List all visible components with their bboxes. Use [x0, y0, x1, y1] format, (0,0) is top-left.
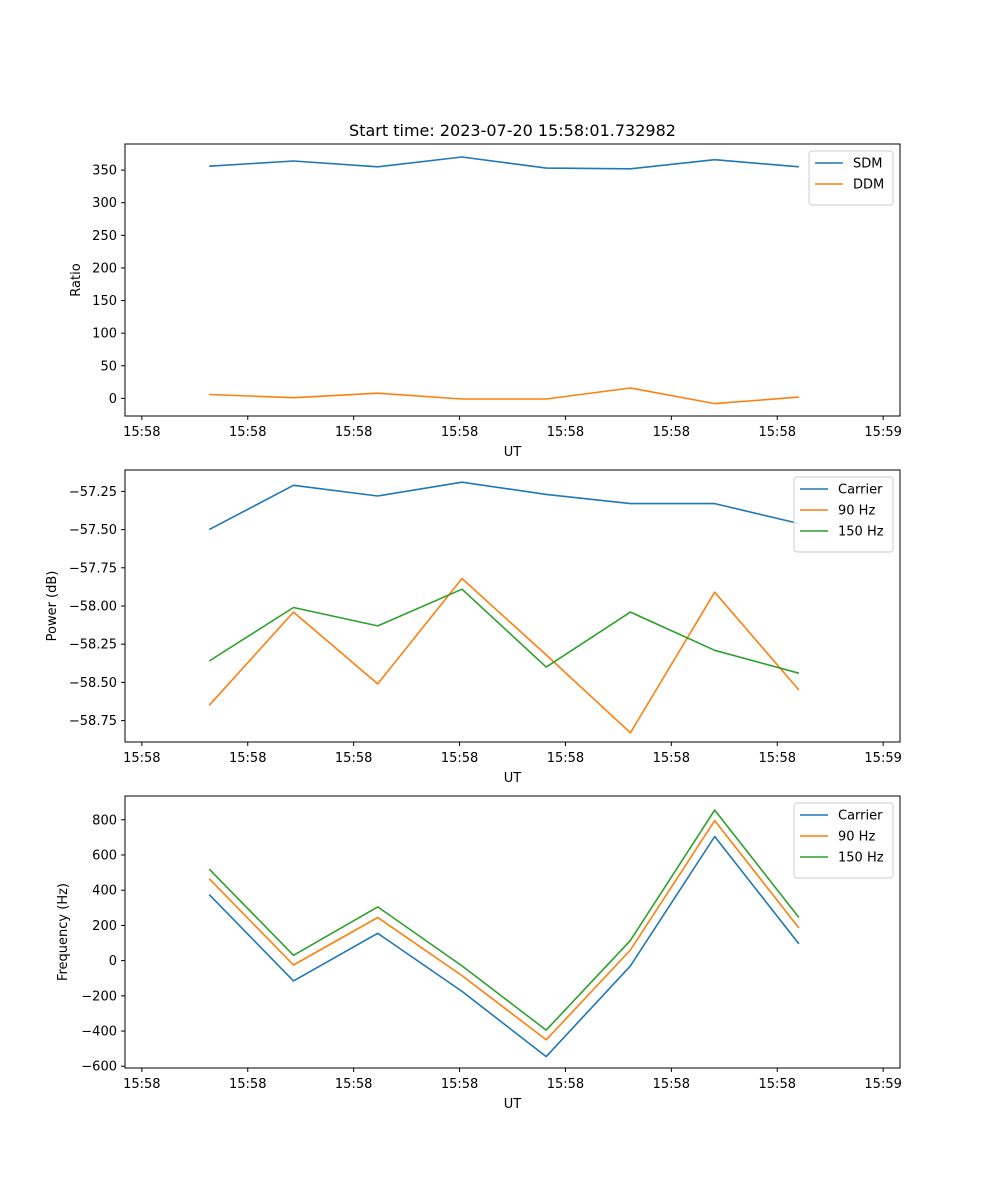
y-tick-label: 200	[92, 919, 117, 934]
legend-box	[793, 476, 894, 553]
legend-box	[808, 150, 894, 206]
x-tick-label: 15:59	[864, 751, 901, 766]
legend-label: 150 Hz	[838, 525, 884, 540]
x-tick-label: 15:59	[864, 1077, 901, 1092]
x-tick-label: 15:58	[653, 425, 690, 440]
panel-2: 15:58 15:58 15:58 15:58 15:58 15:58 15:58 15:59…	[45, 469, 902, 786]
y-tick-label: −58.75	[69, 714, 117, 729]
series-line-150-hz	[208, 588, 800, 674]
y-tick-label: 300	[92, 196, 117, 211]
x-tick-label: 15:58	[123, 751, 160, 766]
legend-label: DDM	[853, 178, 884, 193]
legend-label: 90 Hz	[838, 830, 875, 845]
series-line-ddm	[209, 387, 799, 405]
x-tick-label: 15:58	[335, 1077, 372, 1092]
x-tick-label: 15:58	[441, 751, 478, 766]
y-tick-label: 100	[92, 327, 117, 342]
axes-frame	[124, 143, 901, 417]
y-tick-label: 50	[100, 359, 117, 374]
y-axis-label: Ratio	[69, 263, 84, 296]
series-line-150-hz	[208, 809, 800, 1031]
legend-label: 150 Hz	[838, 851, 884, 866]
x-tick-label: 15:58	[335, 425, 372, 440]
chart-title: Start time: 2023-07-20 15:58:01.732982	[349, 121, 676, 140]
x-tick-label: 15:58	[123, 425, 160, 440]
x-tick-label: 15:58	[229, 751, 266, 766]
x-tick-label: 15:58	[441, 425, 478, 440]
legend: SDM DDM	[808, 150, 894, 206]
y-tick-label: 250	[92, 229, 117, 244]
y-tick-label: 350	[92, 164, 117, 179]
x-axis-label: UT	[504, 1097, 522, 1112]
legend-label: 90 Hz	[838, 504, 875, 519]
y-axis-label: Frequency (Hz)	[56, 883, 71, 981]
y-tick-label: −58.00	[69, 600, 117, 615]
series-line-carrier	[208, 835, 800, 1058]
axes-frame	[124, 469, 901, 743]
y-tick-label: −400	[81, 1025, 117, 1040]
y-tick-label: −200	[81, 989, 117, 1004]
y-tick-label: −57.25	[69, 485, 117, 500]
x-tick-label: 15:58	[441, 1077, 478, 1092]
panel-1: 15:58 15:58 15:58 15:58 15:58 15:58 15:58 15:59…	[69, 143, 902, 460]
x-tick-label: 15:58	[653, 1077, 690, 1092]
y-tick-label: 0	[109, 954, 117, 969]
legend: Carrier 90 Hz 150 Hz	[793, 476, 894, 553]
x-tick-label: 15:58	[759, 751, 796, 766]
x-tick-label: 15:59	[864, 425, 901, 440]
y-tick-label: 600	[92, 848, 117, 863]
legend-label: SDM	[853, 157, 882, 172]
legend-box	[793, 802, 894, 879]
series-line-90-hz	[208, 577, 800, 734]
x-tick-label: 15:58	[547, 425, 584, 440]
x-tick-label: 15:58	[653, 751, 690, 766]
x-axis-label: UT	[504, 771, 522, 786]
y-tick-label: −57.50	[69, 523, 117, 538]
x-tick-label: 15:58	[547, 751, 584, 766]
series-line-90-hz	[208, 819, 800, 1041]
y-tick-label: 800	[92, 813, 117, 828]
x-tick-label: 15:58	[759, 1077, 796, 1092]
series-line-sdm	[209, 156, 799, 170]
x-tick-label: 15:58	[547, 1077, 584, 1092]
y-tick-label: −600	[81, 1060, 117, 1075]
x-tick-label: 15:58	[229, 425, 266, 440]
legend-label: Carrier	[838, 483, 883, 498]
y-tick-label: 200	[92, 261, 117, 276]
y-tick-label: −58.50	[69, 676, 117, 691]
y-tick-label: 0	[109, 392, 117, 407]
axes-frame	[124, 795, 901, 1069]
y-tick-label: −58.25	[69, 638, 117, 653]
x-axis-label: UT	[504, 445, 522, 460]
series-line-carrier	[208, 481, 800, 531]
x-tick-label: 15:58	[759, 425, 796, 440]
y-axis-label: Power (dB)	[45, 571, 60, 642]
x-tick-label: 15:58	[335, 751, 372, 766]
x-tick-label: 15:58	[229, 1077, 266, 1092]
legend: Carrier 90 Hz 150 Hz	[793, 802, 894, 879]
y-tick-label: −57.75	[69, 561, 117, 576]
panel-3: 15:58 15:58 15:58 15:58 15:58 15:58 15:58 15:59…	[56, 795, 902, 1112]
x-tick-label: 15:58	[123, 1077, 160, 1092]
legend-label: Carrier	[838, 809, 883, 824]
y-tick-label: 150	[92, 294, 117, 309]
y-tick-label: 400	[92, 884, 117, 899]
